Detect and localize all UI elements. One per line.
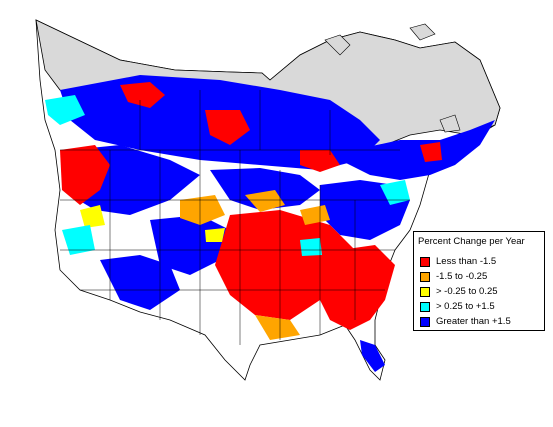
legend-label: Less than -1.5 xyxy=(436,256,497,267)
legend-item: -1.5 to -0.25 xyxy=(420,270,487,283)
political-boundaries xyxy=(60,90,410,345)
legend-title: Percent Change per Year xyxy=(418,236,525,247)
legend-item: > 0.25 to +1.5 xyxy=(420,300,495,313)
legend-swatch xyxy=(420,286,430,297)
legend-label: -1.5 to -0.25 xyxy=(436,271,488,282)
legend-item: > -0.25 to 0.25 xyxy=(420,285,498,298)
map-legend: Percent Change per Year Less than -1.5 -1… xyxy=(413,231,545,331)
legend-label: > -0.25 to 0.25 xyxy=(436,286,498,297)
island-shape xyxy=(324,34,351,56)
legend-label: Greater than +1.5 xyxy=(436,316,511,327)
legend-item: Greater than +1.5 xyxy=(420,315,511,328)
legend-swatch xyxy=(420,256,430,267)
legend-swatch xyxy=(420,316,430,327)
legend-swatch xyxy=(420,271,430,282)
legend-item: Less than -1.5 xyxy=(420,255,496,268)
island-shape xyxy=(439,114,461,133)
data-patches xyxy=(45,75,495,372)
island-shape xyxy=(409,23,436,41)
legend-swatch xyxy=(420,301,430,312)
legend-label: > 0.25 to +1.5 xyxy=(436,301,495,312)
